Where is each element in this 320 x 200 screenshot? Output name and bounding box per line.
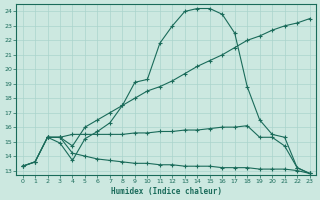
X-axis label: Humidex (Indice chaleur): Humidex (Indice chaleur) [111, 187, 221, 196]
